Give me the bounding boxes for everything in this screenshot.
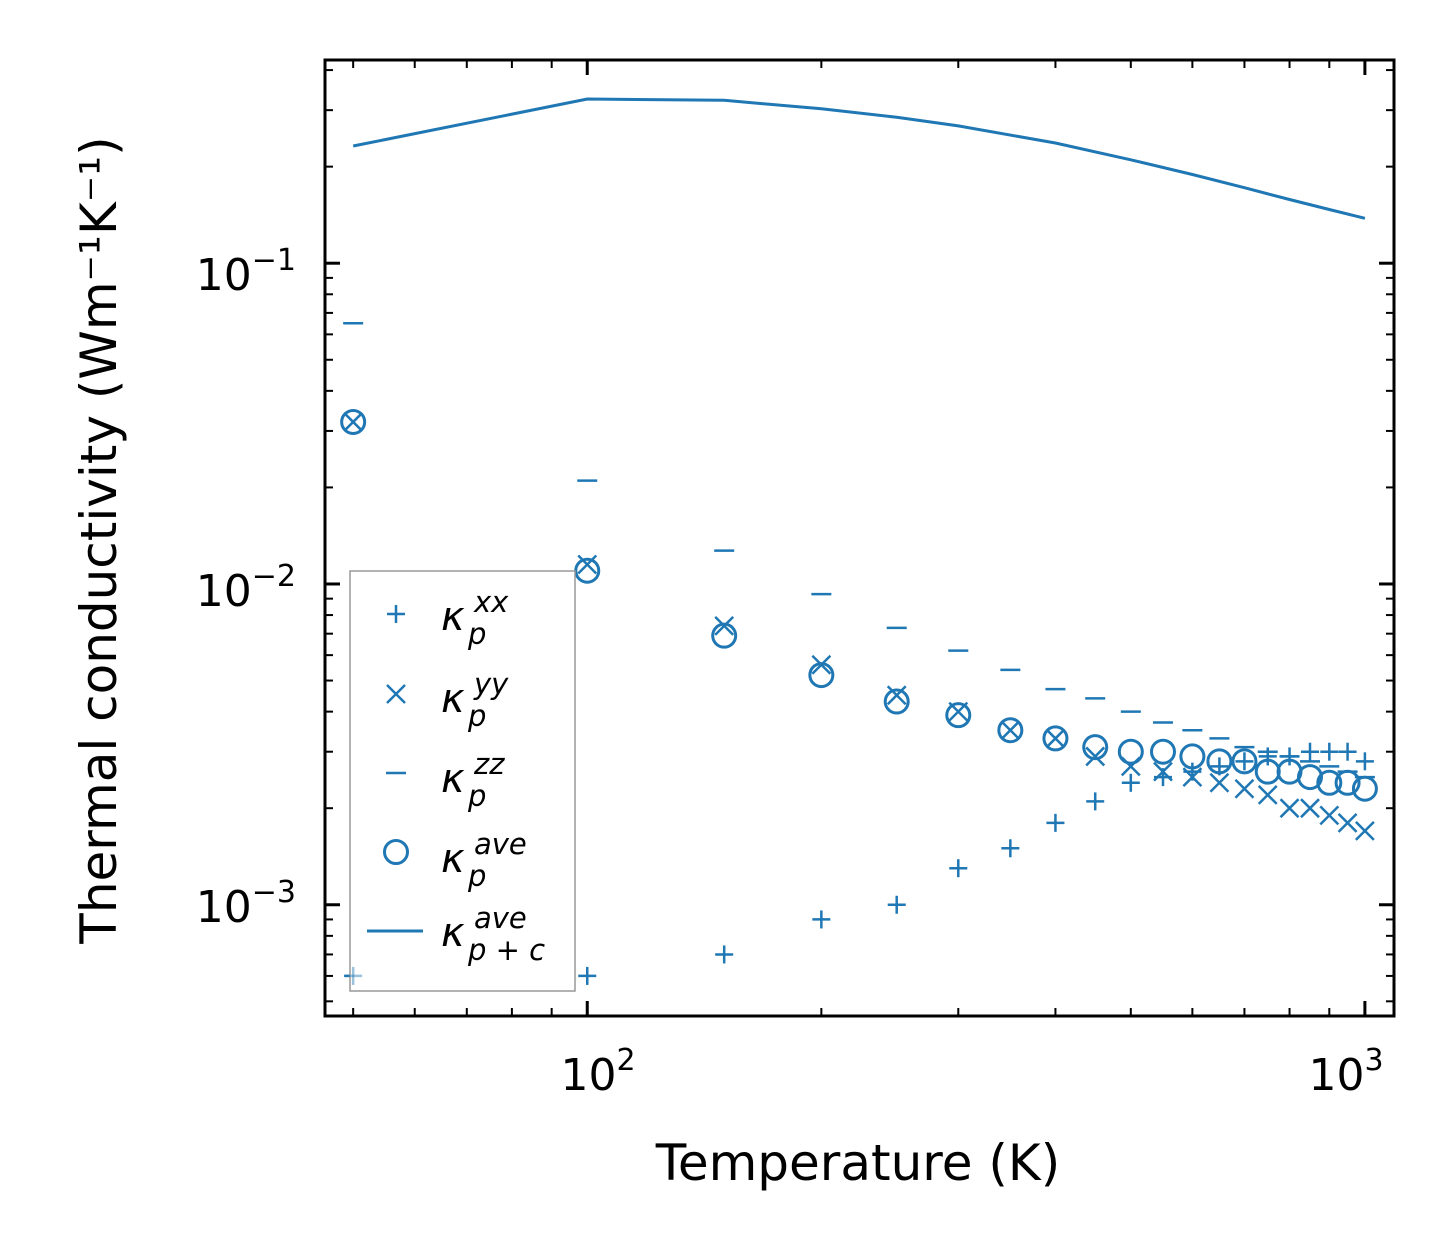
major-ticks [325,60,1394,1016]
x-tick-label-1000: 103 [1308,1043,1383,1101]
point-kappa_p_ave-1000 [1351,775,1378,802]
point-kappa_p_yy-350-b [1000,720,1021,741]
point-kappa_p_yy-850-b [1300,798,1320,819]
point-kappa_p_yy-1000 [1355,820,1375,841]
point-kappa_p_yy-750-b [1257,785,1278,805]
point-kappa_p_yy-250-b [886,685,907,706]
point-kappa_p_yy-450 [1085,746,1106,767]
legend-markers [344,605,423,985]
point-kappa_p_xx-700 [1235,752,1254,771]
point-kappa_p_xx-300 [949,859,968,878]
point-kappa_p_yy-750 [1257,785,1278,805]
point-kappa_p_ave-950 [1334,769,1361,796]
point-kappa_p_yy-550-b [1153,761,1173,782]
point-kappa_p_ave-350 [997,717,1024,744]
point-kappa_p_yy-700-b [1234,778,1255,799]
point-kappa_p_xx-900 [1320,742,1339,761]
point-kappa_p_ave-850 [1297,764,1324,791]
point-kappa_p_xx-950 [1338,742,1357,761]
point-kappa_p_yy-100-b [577,554,598,575]
point-kappa_p_yy-650 [1209,772,1230,793]
point-kappa_p_yy-550 [1153,761,1173,782]
point-kappa_p_ave-650 [1206,748,1233,775]
y-tick-label-0.01: 10−2 [196,559,296,617]
y-tick-label-0.1: 10−1 [196,243,296,301]
point-kappa_p_ave-450 [1082,734,1109,761]
point-kappa_p_xx-1000 [1355,752,1374,771]
point-kappa_p_yy-600-b [1182,767,1203,787]
point-kappa_p_ave-900 [1316,769,1343,796]
point-kappa_p_yy-950 [1337,812,1358,833]
point-kappa_p_yy-650-b [1209,772,1230,793]
point-kappa_p_ave-100 [574,557,601,584]
point-kappa_p_xx-250 [887,895,906,914]
point-kappa_p_yy-950-b [1337,812,1358,833]
y-tick-labels: 10−1 10−2 10−3 [196,243,296,933]
point-kappa_p_yy-850 [1300,798,1320,819]
legend-label-yy: κ yy p [441,667,509,733]
point-kappa_p_yy-50 [343,412,364,432]
legend-label-zz: κ zz p [441,747,505,813]
point-kappa_p_ave-700 [1231,748,1258,775]
series-kappa_p_ave [340,408,1378,802]
point-kappa_p_yy-400 [1045,728,1066,749]
point-kappa_p_xx-350 [1001,839,1020,858]
point-kappa_p_yy-150 [714,616,735,636]
point-kappa_p_ave-150 [711,622,738,649]
point-kappa_p_xx-750 [1258,747,1277,766]
point-kappa_p_yy-600 [1182,767,1203,787]
point-kappa_p_ave-500 [1117,738,1144,765]
legend-marker-x-b [386,684,406,704]
point-kappa_p_xx-150 [715,945,734,964]
legend-marker-x [386,684,406,704]
legend: κ xx p κ yy p κ zz p κ ave p κ ave p + c [344,570,576,992]
x-axis-label: Temperature (K) [655,1134,1060,1192]
point-kappa_p_ave-250 [883,688,910,715]
point-kappa_p_ave-200 [808,662,835,689]
point-kappa_p_yy-900-b [1319,805,1340,826]
point-kappa_p_yy-150-b [714,616,735,636]
legend-marker-plus [387,605,405,623]
point-kappa_p_ave-550 [1149,738,1176,765]
legend-label-xx: κ xx p [441,585,509,651]
legend-label-p-plus-c: κ ave p + c [441,901,545,967]
legend-label-ave: κ ave p [441,827,527,893]
point-kappa_p_ave-50 [340,408,367,435]
y-axis-label: Thermal conductivity (Wm⁻¹K⁻¹) [70,136,128,944]
point-kappa_p_yy-900 [1319,805,1340,826]
point-kappa_p_yy-50-b [343,412,364,432]
legend-frame [349,570,576,992]
series-layer [340,97,1378,985]
point-kappa_p_yy-450-b [1085,746,1106,767]
x-tick-label-100: 102 [560,1043,635,1101]
legend-marker-circle [383,839,409,865]
point-kappa_p_yy-800 [1279,798,1300,819]
series-line-kappa_p+c_ave [352,97,1366,220]
point-kappa_p_yy-700 [1234,778,1255,799]
series-kappa_p+c_ave [352,97,1366,220]
point-kappa_p_yy-100 [577,554,598,575]
point-kappa_p_yy-400-b [1045,728,1066,749]
point-kappa_p_xx-850 [1301,742,1320,761]
x-tick-labels: 102 103 [560,1043,1383,1101]
point-kappa_p_yy-350 [1000,720,1021,741]
point-kappa_p_ave-600 [1179,743,1206,770]
y-tick-label-0.001: 10−3 [196,875,296,933]
point-kappa_p_xx-450 [1086,792,1105,811]
point-kappa_p_xx-100 [578,966,597,985]
plot-frame [323,58,1396,1018]
point-kappa_p_xx-200 [812,910,831,929]
point-kappa_p_ave-300 [945,702,972,729]
point-kappa_p_yy-1000-b [1355,820,1375,841]
point-kappa_p_ave-400 [1042,725,1069,752]
point-kappa_p_yy-800-b [1279,798,1300,819]
legend-overlap-plus [344,966,363,985]
point-kappa_p_xx-400 [1046,813,1065,832]
point-kappa_p_xx-500 [1121,773,1140,792]
point-kappa_p_yy-250 [886,685,907,706]
series-kappa_p_yy [343,412,1375,841]
